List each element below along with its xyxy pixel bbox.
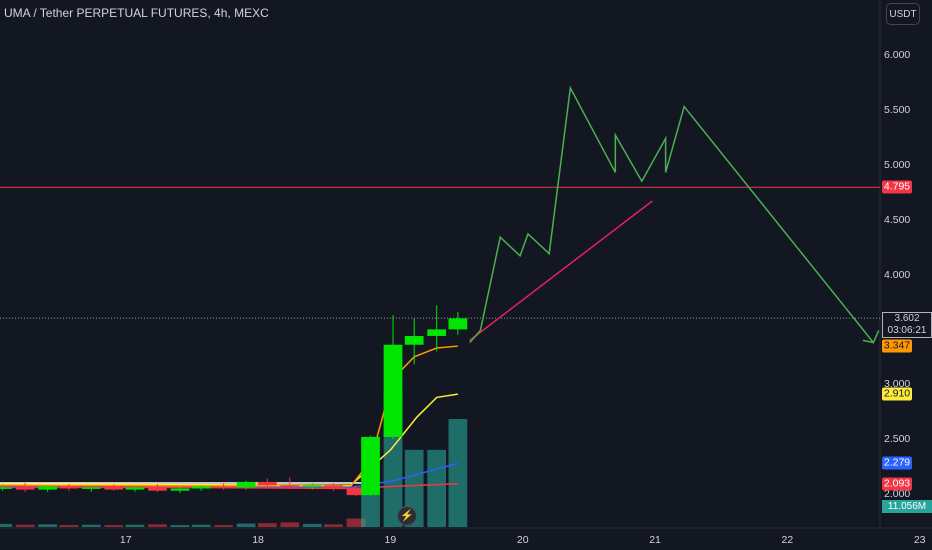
candle-body-19 — [404, 335, 424, 345]
volume-bar-9 — [191, 524, 211, 527]
time-tick-label: 23 — [913, 534, 926, 546]
volume-bar-3 — [59, 525, 79, 527]
volume-bar-11 — [236, 523, 256, 527]
volume-bar-2 — [38, 524, 58, 527]
candle-body-2 — [38, 486, 58, 490]
price-tag: 4.795 — [882, 180, 912, 194]
time-tick-label: 17 — [119, 534, 132, 546]
time-tick-label: 18 — [252, 534, 264, 546]
time-tick-label: 22 — [781, 534, 794, 546]
volume-bar-7 — [148, 524, 167, 527]
candle-body-15 — [324, 485, 343, 489]
candle-body-4 — [81, 487, 101, 489]
candle-body-5 — [104, 487, 124, 490]
candle-body-3 — [59, 486, 79, 489]
countdown-label: 03:06:21 — [887, 325, 927, 336]
volume-bar-13 — [280, 522, 300, 527]
candle-body-7 — [148, 487, 167, 491]
volume-bar-12 — [257, 523, 277, 527]
candle-body-10 — [214, 486, 234, 488]
volume-bar-5 — [104, 525, 124, 527]
price-tick-label: 4.000 — [884, 268, 911, 281]
candle-body-13 — [280, 485, 300, 487]
volume-bar-0 — [0, 523, 13, 527]
price-tick-label: 3.000 — [884, 378, 911, 391]
drawing-line-1 — [469, 85, 880, 344]
candle-body-0 — [0, 487, 13, 489]
candle-body-6 — [125, 487, 145, 490]
time-tick-label: 20 — [516, 534, 529, 546]
price-tag: 2.093 — [882, 477, 912, 491]
time-tick-label: 21 — [649, 534, 661, 546]
time-tick-label: 19 — [384, 534, 397, 546]
volume-bar-6 — [125, 524, 145, 527]
candle-body-12 — [257, 481, 277, 486]
volume-bar-10 — [214, 525, 234, 527]
candle-body-17 — [361, 436, 380, 496]
candle-body-8 — [170, 488, 190, 491]
candle-body-18 — [383, 344, 403, 437]
price-tick-label: 6.000 — [884, 49, 911, 61]
lightning-icon[interactable]: ⚡ — [397, 506, 417, 526]
currency-button[interactable]: USDT — [886, 3, 920, 25]
price-tick-label: 2.500 — [884, 433, 911, 446]
volume-bar-15 — [324, 524, 343, 527]
price-tag: 2.279 — [882, 456, 912, 470]
candle-body-14 — [302, 485, 322, 487]
candle-body-11 — [236, 481, 256, 488]
current-price-label: 3.602 — [894, 313, 920, 324]
chart-title: UMA / Tether PERPETUAL FUTURES, 4h, MEXC — [4, 6, 269, 20]
price-tag: 3.347 — [882, 339, 912, 353]
volume-bar-16 — [346, 518, 366, 527]
drawing-line-0 — [469, 200, 653, 341]
candle-body-21 — [448, 318, 468, 330]
price-tag: 2.910 — [882, 387, 912, 401]
volume-label: 11.056M — [882, 500, 932, 513]
price-tick-label: 5.500 — [884, 103, 911, 116]
volume-bar-8 — [170, 525, 190, 527]
price-tick-label: 2.000 — [884, 488, 911, 500]
current-price-box: 3.602 03:06:21 — [882, 312, 932, 338]
moving-average-1 — [0, 393, 458, 486]
volume-bar-1 — [15, 524, 35, 527]
candle-body-1 — [15, 487, 35, 490]
price-tick-label: 4.500 — [884, 213, 911, 226]
candle-body-16 — [346, 488, 366, 496]
drawing-line-2 — [862, 339, 874, 344]
volume-bar-17 — [361, 488, 380, 527]
volume-bar-21 — [448, 419, 468, 527]
volume-bar-14 — [302, 523, 322, 527]
volume-bar-20 — [427, 449, 447, 527]
volume-bar-4 — [81, 524, 101, 527]
price-tick-label: 5.000 — [884, 158, 911, 171]
candle-body-9 — [191, 486, 211, 489]
candle-body-20 — [427, 329, 447, 336]
